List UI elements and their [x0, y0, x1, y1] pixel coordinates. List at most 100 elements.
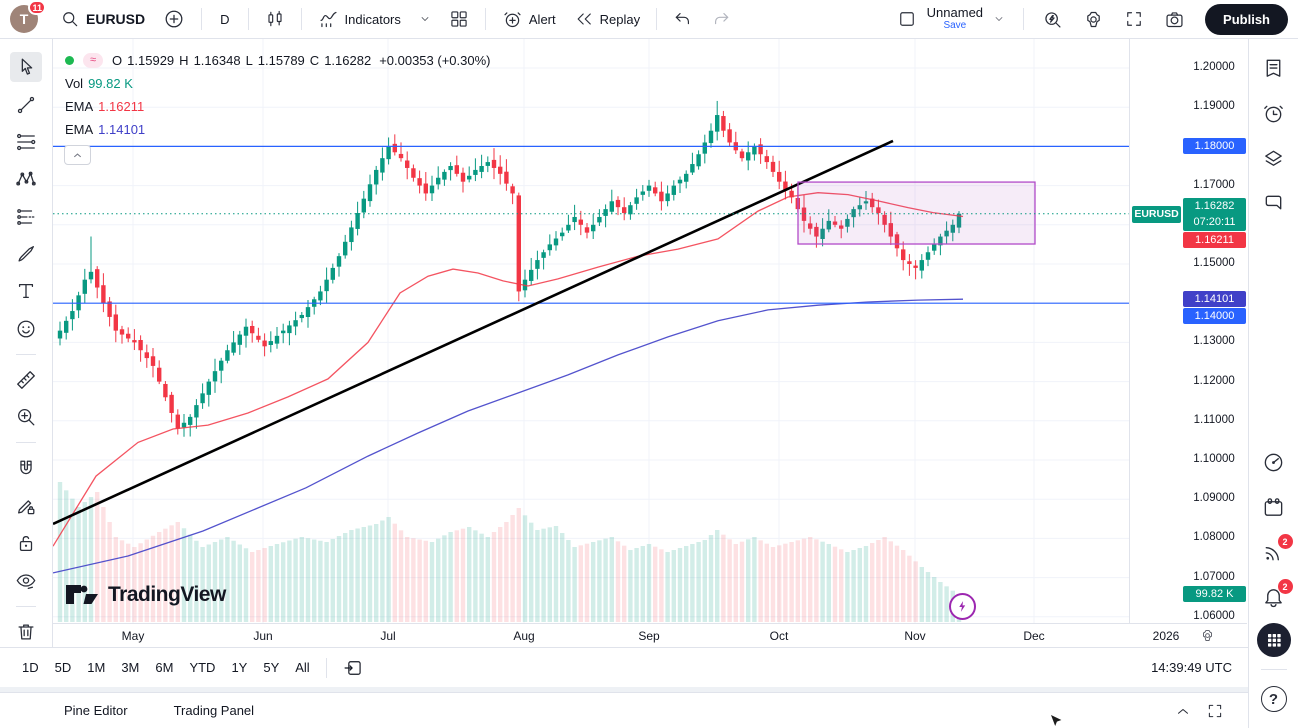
drawing-mode-tool[interactable] — [10, 491, 42, 521]
object-tree-button[interactable] — [1255, 139, 1293, 177]
remove-drawings-tool[interactable] — [10, 617, 42, 647]
range-button-5d[interactable]: 5D — [47, 655, 80, 680]
price-tick-label: 1.15000 — [1193, 257, 1235, 269]
notifications-bell-button[interactable]: 2 — [1255, 578, 1293, 616]
settings-button[interactable] — [1075, 5, 1112, 34]
all-apps-button[interactable] — [1256, 623, 1291, 657]
interval-button[interactable]: D — [210, 8, 239, 31]
toolbar-divider — [16, 353, 36, 355]
compare-add-button[interactable] — [155, 4, 193, 34]
candlestick-icon — [265, 9, 285, 29]
watchlist-button[interactable] — [1255, 49, 1293, 87]
chevron-down-icon — [419, 13, 431, 25]
symbol-search-button[interactable]: EURUSD — [52, 5, 153, 33]
search-icon — [60, 9, 80, 29]
undo-button[interactable] — [665, 5, 701, 33]
user-avatar[interactable]: T 11 — [10, 0, 46, 33]
hline-118-badge: 1.18000 — [1183, 138, 1246, 154]
indicators-templates-chevron[interactable] — [411, 9, 439, 29]
range-button-all[interactable]: All — [287, 655, 317, 680]
panel-collapse-chevron-icon[interactable] — [1174, 702, 1192, 720]
candlestick-chart[interactable] — [53, 39, 1129, 623]
ema-fast-row[interactable]: EMA 1.16211 — [65, 95, 491, 118]
redo-button[interactable] — [703, 5, 739, 33]
separator — [1023, 8, 1025, 30]
price-tick-label: 1.11000 — [1193, 413, 1235, 426]
pattern-xabcd-tool[interactable] — [10, 164, 42, 194]
redo-icon — [711, 9, 731, 29]
create-alert-button[interactable]: Alert — [494, 5, 564, 34]
symbol-name: EURUSD — [86, 11, 146, 27]
ema-fast-badge: 1.16211 — [1183, 232, 1246, 248]
tradingview-watermark: TradingView — [65, 582, 226, 607]
time-axis[interactable]: May Jun Jul Aug Sep Oct Nov Dec 2026 — [53, 623, 1247, 647]
fib-retracement-tool[interactable] — [10, 127, 42, 157]
gear-icon — [1083, 9, 1104, 30]
trading-panel-tab[interactable]: Trading Panel — [173, 703, 255, 718]
lock-drawings-tool[interactable] — [10, 528, 42, 558]
layout-name: Unnamed Save — [926, 5, 984, 31]
toolbar-divider — [16, 442, 36, 444]
range-button-5y[interactable]: 5Y — [255, 655, 287, 680]
emoji-tool[interactable] — [10, 313, 42, 343]
magnet-tool[interactable] — [10, 453, 42, 483]
screenshot-button[interactable] — [1156, 5, 1193, 34]
range-button-1m[interactable]: 1M — [79, 655, 113, 680]
ohlc-row[interactable]: ≈ O 1.15929 H 1.16348 L 1.15789 C 1.16282 +0… — [65, 49, 491, 72]
screener-radar-button[interactable] — [1255, 443, 1293, 481]
position-forecast-tool[interactable] — [10, 201, 42, 231]
indicators-button[interactable]: Indicators — [310, 5, 409, 34]
range-button-ytd[interactable]: YTD — [181, 655, 223, 680]
hline-114-badge: 1.14000 — [1183, 308, 1246, 324]
streams-button[interactable]: 2 — [1255, 533, 1293, 571]
ema-slow-badge: 1.14101 — [1183, 291, 1246, 307]
trend-line-drawing — [53, 139, 894, 526]
price-tick-label: 1.13000 — [1193, 335, 1235, 348]
publish-button[interactable]: Publish — [1205, 3, 1288, 35]
ema-slow-row[interactable]: EMA 1.14101 — [65, 118, 491, 141]
ema-fast-value: 1.16211 — [98, 99, 145, 114]
replay-button[interactable]: Replay — [566, 5, 648, 33]
open-value: 1.15929 — [127, 53, 175, 68]
text-tool[interactable] — [10, 276, 42, 306]
alerts-button[interactable] — [1255, 94, 1293, 132]
quick-search-button[interactable] — [1034, 5, 1071, 34]
help-button[interactable]: ? — [1255, 680, 1293, 718]
price-tick-label: 1.20000 — [1193, 61, 1235, 73]
undo-icon — [673, 9, 693, 29]
fullscreen-button[interactable] — [1116, 5, 1152, 33]
server-clock[interactable]: 14:39:49 UTC — [1151, 660, 1232, 675]
cursor-tool[interactable] — [10, 52, 42, 83]
time-tick-label: Aug — [513, 629, 535, 643]
calendar-button[interactable] — [1255, 488, 1293, 526]
range-button-3m[interactable]: 3M — [113, 655, 147, 680]
pine-editor-tab[interactable]: Pine Editor — [64, 703, 128, 718]
collapse-line-button[interactable] — [64, 145, 91, 165]
zoom-in-tool[interactable] — [10, 402, 42, 432]
chevron-down-icon — [993, 13, 1005, 25]
price-axis[interactable]: 1.20000 1.19000 1.17000 1.15000 1.13000 1.120… — [1129, 39, 1247, 623]
layout-select-button[interactable]: Unnamed Save — [889, 0, 1013, 38]
quick-action-bolt-button[interactable] — [949, 593, 976, 620]
trend-line-tool[interactable] — [10, 89, 42, 119]
chat-button[interactable] — [1255, 184, 1293, 222]
range-button-6m[interactable]: 6M — [147, 655, 181, 680]
rectangle-drawing — [797, 181, 1036, 245]
save-label[interactable]: Save — [943, 20, 967, 31]
go-to-date-button[interactable] — [335, 653, 371, 683]
ema-slow-line — [53, 298, 964, 574]
volume-badge: 99.82 K — [1183, 586, 1246, 602]
brush-tool[interactable] — [10, 239, 42, 269]
open-label: O — [112, 53, 123, 68]
grid-layout-button[interactable] — [441, 5, 477, 33]
range-button-1d[interactable]: 1D — [14, 655, 47, 680]
chart-type-button[interactable] — [257, 5, 293, 33]
date-range-toolbar: 1D 5D 1M 3M 6M YTD 1Y 5Y All 14:39:49 UTC — [0, 647, 1248, 687]
panel-maximize-icon[interactable] — [1206, 702, 1224, 720]
range-button-1y[interactable]: 1Y — [223, 655, 255, 680]
hide-drawings-tool[interactable] — [10, 565, 42, 595]
measure-tool[interactable] — [10, 365, 42, 395]
axis-settings-gear-icon[interactable] — [1200, 628, 1215, 643]
change-value: +0.00353 (+0.30%) — [379, 53, 491, 68]
volume-row[interactable]: Vol 99.82 K — [65, 72, 491, 95]
